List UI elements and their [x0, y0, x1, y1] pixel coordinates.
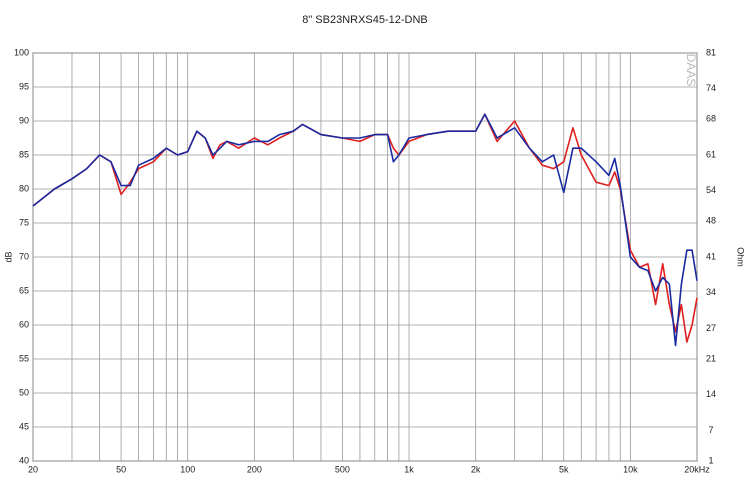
y2-tick-label: 54 — [706, 185, 716, 195]
y2-tick-label: 48 — [706, 216, 716, 226]
y2-tick-label: 21 — [706, 353, 716, 363]
x-tick-label: 1k — [404, 464, 414, 474]
x-tick-label: 100 — [180, 464, 195, 474]
x-tick-label: 200 — [247, 464, 262, 474]
y-axis-label: dB — [3, 251, 13, 262]
y2-tick-label: 14 — [706, 389, 716, 399]
x-tick-label: 10k — [623, 464, 638, 474]
y2-tick-label: 7 — [708, 425, 713, 435]
y-tick-label: 80 — [19, 183, 29, 193]
y2-tick-label: 74 — [706, 83, 716, 93]
x-tick-label: 500 — [335, 464, 350, 474]
y-tick-label: 45 — [19, 421, 29, 431]
y-tick-label: 50 — [19, 387, 29, 397]
y-tick-label: 90 — [19, 115, 29, 125]
y-tick-label: 70 — [19, 251, 29, 261]
y2-tick-label: 27 — [706, 323, 716, 333]
y2-tick-label: 34 — [706, 287, 716, 297]
x-tick-label: 5k — [559, 464, 569, 474]
chart-title: 8" SB23NRXS45-12-DNB — [302, 14, 428, 26]
y-tick-label: 100 — [14, 47, 29, 57]
y2-tick-label: 1 — [708, 455, 713, 465]
y2-tick-label: 68 — [706, 114, 716, 124]
series-line — [32, 113, 698, 347]
y2-tick-label: 61 — [706, 149, 716, 159]
x-tick-label: 20kHz — [684, 464, 710, 474]
y-tick-label: 40 — [19, 455, 29, 465]
series-line — [32, 113, 698, 343]
y2-axis-label: Ohm — [736, 247, 746, 267]
watermark: DAAS — [684, 54, 698, 87]
y-tick-label: 85 — [19, 149, 29, 159]
y-tick-label: 60 — [19, 319, 29, 329]
x-tick-label: 20 — [28, 464, 38, 474]
y-tick-label: 55 — [19, 353, 29, 363]
y-tick-label: 75 — [19, 217, 29, 227]
y-tick-label: 65 — [19, 285, 29, 295]
x-tick-label: 50 — [116, 464, 126, 474]
y2-tick-label: 41 — [706, 251, 716, 261]
x-tick-label: 2k — [471, 464, 481, 474]
y2-tick-label: 81 — [706, 47, 716, 57]
y-tick-label: 95 — [19, 81, 29, 91]
